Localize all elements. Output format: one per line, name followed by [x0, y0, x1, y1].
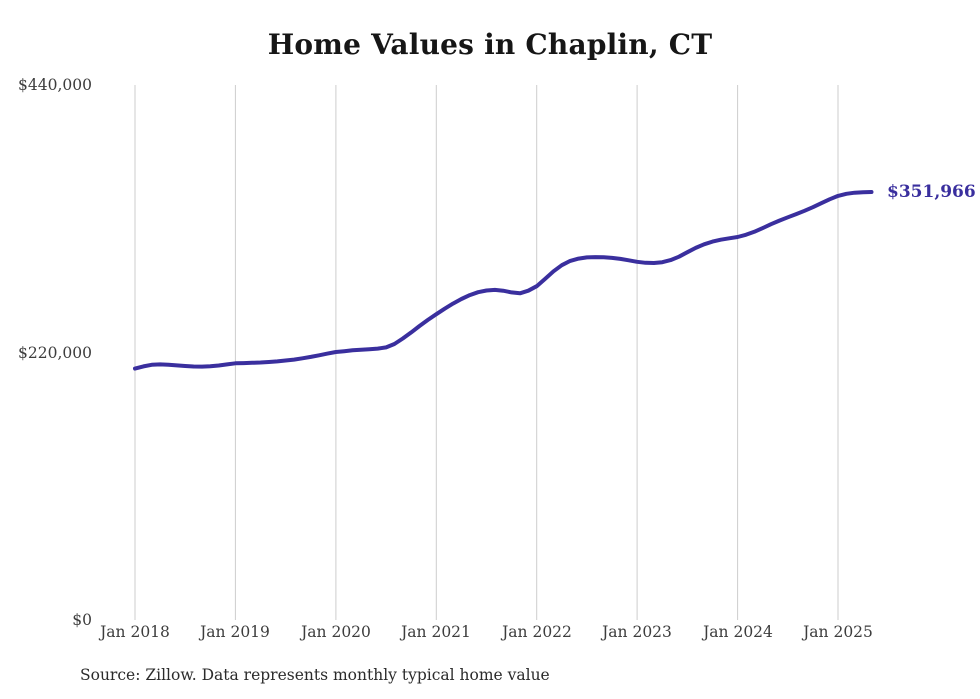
vertical-gridlines: [134, 85, 839, 620]
x-tick-label: Jan 2022: [502, 623, 572, 641]
x-tick-label: Jan 2023: [602, 623, 672, 641]
x-tick-label: Jan 2024: [703, 623, 773, 641]
y-tick-label: $220,000: [18, 344, 92, 362]
x-tick-label: Jan 2019: [200, 623, 270, 641]
y-tick-label: $440,000: [18, 76, 92, 94]
x-tick-label: Jan 2020: [301, 623, 371, 641]
chart-title: Home Values in Chaplin, CT: [267, 28, 713, 61]
x-tick-label: Jan 2025: [803, 623, 873, 641]
home-value-line-series: [133, 190, 874, 371]
x-tick-label: Jan 2018: [100, 623, 170, 641]
y-tick-label: $0: [72, 611, 92, 629]
series-end-value-label: $351,966: [887, 182, 976, 202]
source-attribution-note: Source: Zillow. Data represents monthly …: [80, 666, 550, 684]
x-tick-label: Jan 2021: [401, 623, 471, 641]
